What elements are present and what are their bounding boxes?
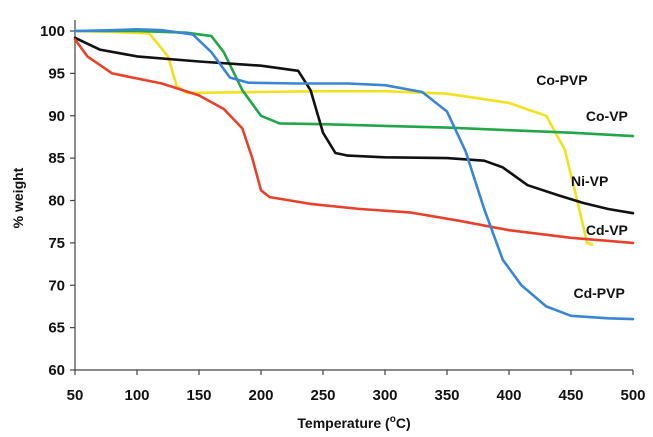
series-line-ni-vp bbox=[73, 36, 635, 215]
y-tick-label: 70 bbox=[48, 277, 65, 294]
x-tick-label: 200 bbox=[248, 387, 273, 404]
y-tick-label: 60 bbox=[48, 362, 65, 379]
y-tick-label: 100 bbox=[40, 23, 65, 40]
y-tick-label: 95 bbox=[48, 65, 65, 82]
x-tick-label: 100 bbox=[124, 387, 149, 404]
x-tick-label: 300 bbox=[372, 387, 397, 404]
y-tick-label: 75 bbox=[48, 235, 65, 252]
x-tick-label: 500 bbox=[620, 387, 645, 404]
x-axis-title-sup: o bbox=[390, 414, 396, 425]
series-label-cd-pvp: Cd-PVP bbox=[573, 285, 624, 301]
x-tick-label: 450 bbox=[558, 387, 583, 404]
series-lines bbox=[73, 28, 635, 321]
x-ticks: 50 100 150 200 250 300 350 400 450 500 bbox=[67, 370, 646, 404]
y-tick-label: 90 bbox=[48, 108, 65, 125]
series-line-cd-pvp bbox=[73, 28, 635, 321]
series-label-cd-vp: Cd-VP bbox=[586, 222, 628, 238]
x-tick-label: 400 bbox=[496, 387, 521, 404]
x-axis-title: Temperature (oC) bbox=[297, 414, 410, 431]
series-line-co-pvp bbox=[73, 29, 594, 246]
series-label-ni-vp: Ni-VP bbox=[571, 173, 608, 189]
y-tick-label: 80 bbox=[48, 193, 65, 210]
y-tick-label: 85 bbox=[48, 150, 65, 167]
series-label-co-pvp: Co-PVP bbox=[536, 72, 587, 88]
x-axis-title-end: C) bbox=[396, 415, 411, 431]
series-labels: Co-PVP Co-VP Ni-VP Cd-VP Cd-PVP bbox=[536, 72, 628, 301]
x-tick-label: 250 bbox=[310, 387, 335, 404]
series-label-co-vp: Co-VP bbox=[586, 108, 628, 124]
x-axis-title-main: Temperature ( bbox=[297, 415, 390, 431]
y-ticks: 60 65 70 75 80 85 90 95 100 bbox=[40, 23, 75, 379]
x-tick-label: 150 bbox=[186, 387, 211, 404]
x-tick-label: 50 bbox=[67, 387, 84, 404]
x-tick-label: 350 bbox=[434, 387, 459, 404]
y-axis-title: % weight bbox=[10, 167, 26, 228]
series-line-cd-vp bbox=[73, 38, 635, 245]
y-tick-label: 65 bbox=[48, 320, 65, 337]
